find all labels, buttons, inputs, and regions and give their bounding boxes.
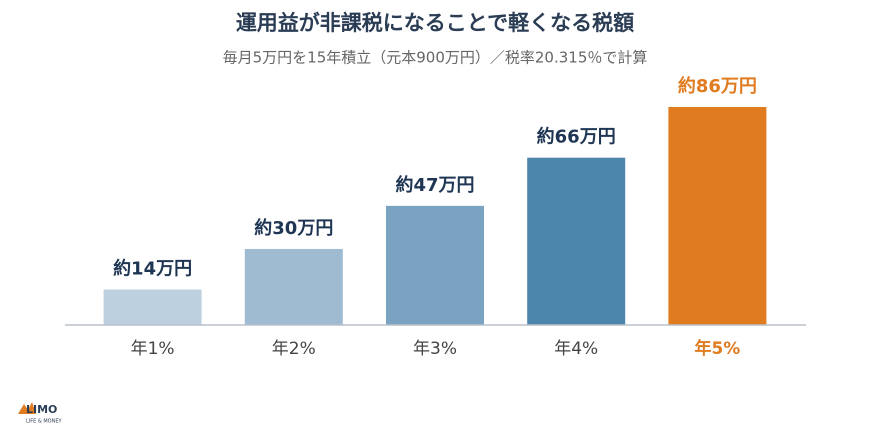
- bar: [527, 157, 626, 325]
- value-label: 約66万円: [537, 126, 616, 148]
- logo-tagline: LIFE & MONEY: [26, 419, 63, 425]
- logo: LIMO LIFE & MONEY: [18, 402, 63, 425]
- x-tick-label: 年4%: [554, 339, 598, 359]
- value-label: 約47万円: [395, 174, 474, 196]
- value-label: 約86万円: [678, 75, 757, 97]
- bar: [668, 107, 767, 325]
- logo-name: LIMO: [26, 403, 57, 416]
- value-label: 約30万円: [254, 217, 333, 239]
- value-label: 約14万円: [113, 258, 192, 280]
- x-tick-label: 年3%: [413, 339, 457, 359]
- chart-title: 運用益が非課税になることで軽くなる税額: [236, 11, 634, 35]
- x-tick-label: 年1%: [131, 339, 175, 359]
- bar: [103, 289, 202, 325]
- x-tick-label: 年2%: [272, 339, 316, 359]
- logo-icon: [18, 402, 36, 414]
- bar: [386, 205, 484, 325]
- bar: [244, 248, 343, 325]
- x-tick-label: 年5%: [694, 338, 740, 359]
- chart-subtitle: 毎月5万円を15年積立（元本900万円）／税率20.315％で計算: [223, 49, 648, 67]
